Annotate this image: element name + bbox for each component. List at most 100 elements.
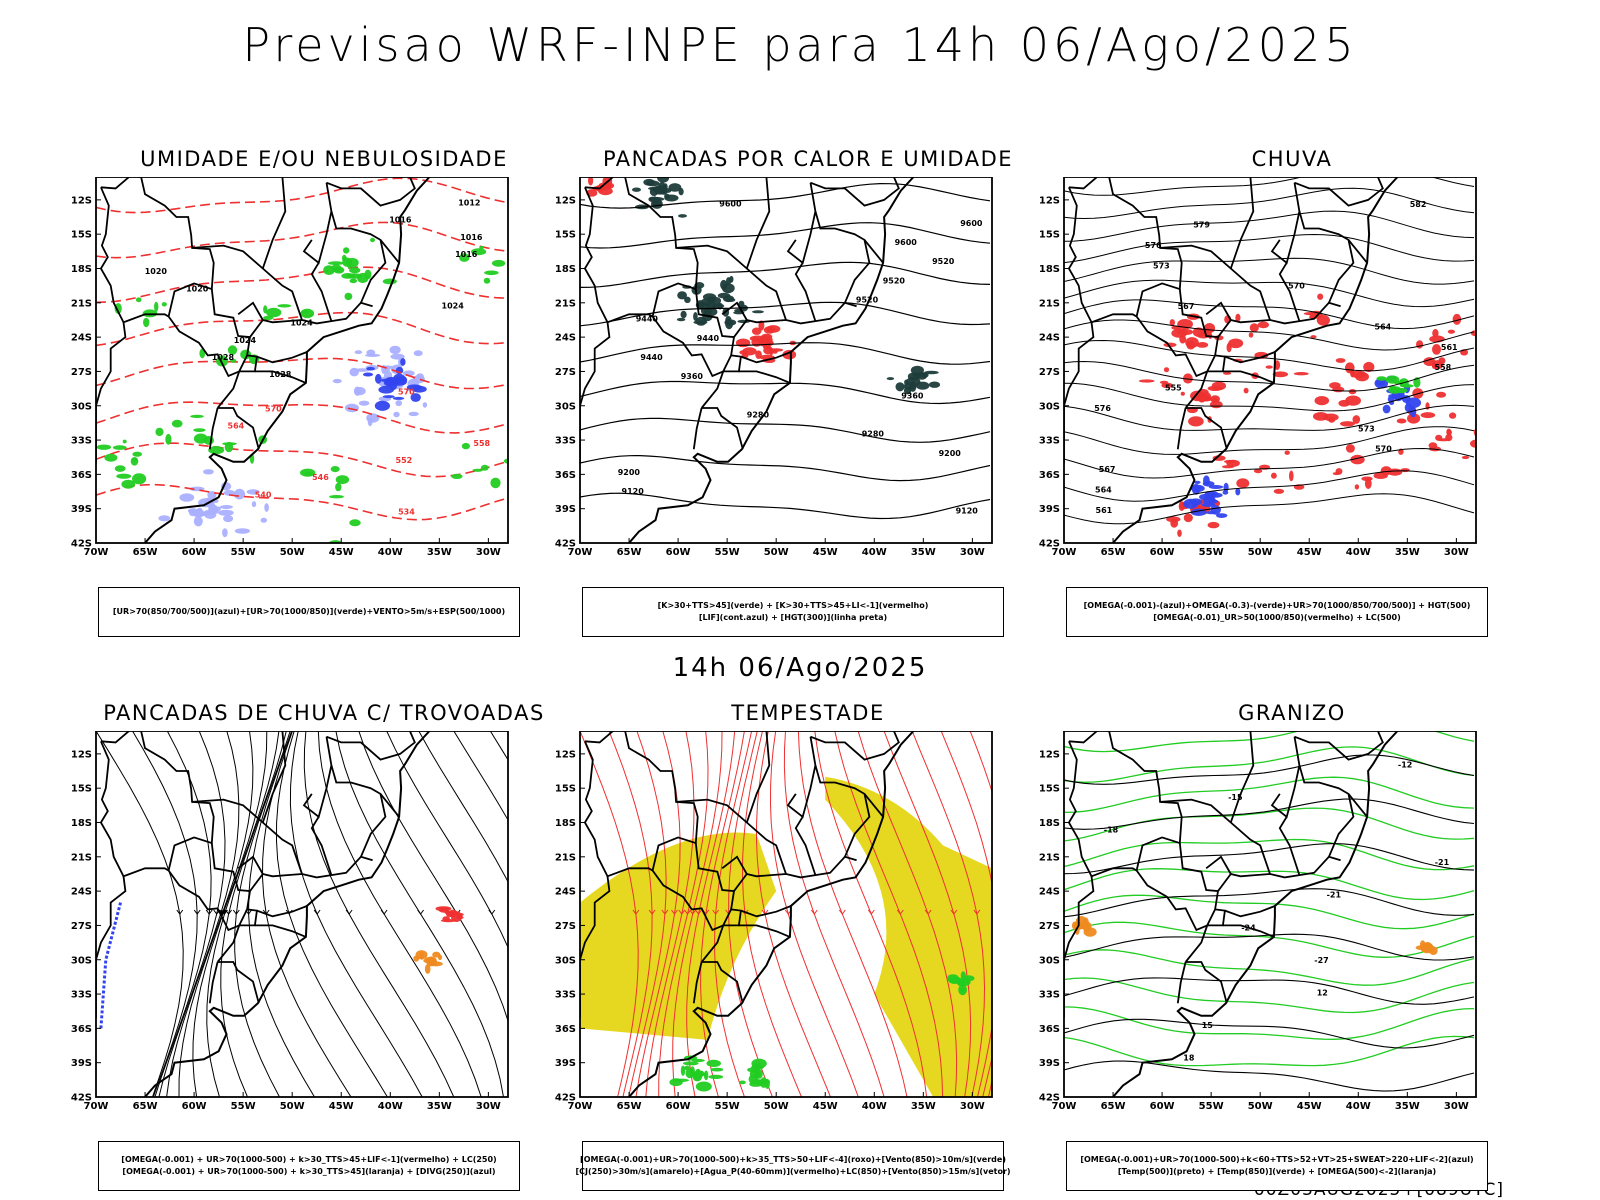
border-line [249,872,303,892]
streamline-arrow [205,909,213,915]
lat-label: 33S [71,436,92,447]
streamline-arrow [924,909,932,915]
lon-label: 35W [911,1101,936,1112]
border-line [1205,301,1232,321]
legend-line: [UR>70(850/700/500)](azul)+[UR>70(1000/8… [112,607,506,616]
height-contour [580,417,991,443]
streamline-arrow [380,909,388,915]
contour-label: -15 [1228,793,1243,802]
rain-area [1183,513,1193,523]
humidity-contour [116,473,132,479]
border-line [1064,322,1095,465]
wind-area [682,1061,699,1066]
panel-title: UMIDADE E/OU NEBULOSIDADE [140,147,508,171]
border-line [1224,351,1276,364]
border-line [1278,262,1301,322]
border-line [208,961,219,1004]
wind-area [958,984,967,996]
panel-title: TEMPESTADE [731,701,885,725]
temperature-contour [1064,949,1475,986]
lon-label: 45W [329,1101,354,1112]
rain-area [1236,478,1250,489]
rain-area [1186,340,1196,350]
border-line [1222,924,1275,938]
humidity-area [366,349,376,356]
lon-label: 55W [231,547,256,558]
humidity-contour [143,317,150,328]
rain-area [1284,450,1290,455]
temperature-contour [1064,977,1475,1014]
border-line [1217,318,1271,338]
lat-label: 33S [555,436,576,447]
panel-chuva: CHUVA 582 579 576 573 570 567 564 561 558 555 576 5… [1032,147,1512,637]
instability-red-area [598,187,613,196]
wind-area [695,1081,712,1092]
lat-label: 36S [71,470,92,481]
border-line [1347,793,1368,818]
height-contour [1064,360,1475,392]
lon-label: 55W [1199,547,1224,558]
humidity-contour [349,519,361,527]
lon-label: 45W [813,547,838,558]
rain-area [1223,482,1229,492]
wind-area [669,1078,683,1087]
rain-area [1226,342,1232,353]
rain-area [1138,379,1155,383]
humidity-area [362,372,374,377]
temperature-contour [1064,894,1475,930]
temperature-contour [1064,776,1475,813]
rain-area [1169,319,1175,326]
lat-label: 21S [71,852,92,863]
humidity-contour [344,292,353,301]
wind-area [694,1068,702,1080]
lon-label: 30W [960,1101,985,1112]
rain-area [1345,444,1355,453]
humidity-contour [190,414,204,418]
contour-label: 564 [1375,322,1392,331]
border-line [733,872,787,892]
instability-area [752,310,764,314]
streamline-arrow [225,909,232,915]
temperature-contour [1064,1006,1475,1040]
thickness-contour [96,221,507,259]
instability-area [703,307,718,317]
humidity-area [354,368,370,372]
legend-box: [UR>70(850/700/500)](azul)+[UR>70(1000/8… [98,587,520,637]
map-content [96,731,508,1097]
rain-area [1289,470,1294,482]
storm-area [442,916,451,922]
border-line [96,322,127,465]
instability-area [657,177,669,183]
rain-area [1196,342,1209,348]
lat-label: 36S [555,470,576,481]
border-line [863,239,884,264]
border-line [1067,731,1183,878]
height-contour [580,492,991,520]
border-line [580,322,611,465]
border-line [721,855,748,875]
instability-area [646,180,660,187]
lat-label: 24S [555,333,576,344]
lat-label: 27S [555,921,576,932]
streamline-arrow [950,909,958,915]
instability-area [711,297,722,305]
legend-line: [Temp(500)](preto) + [Temp(850)](verde) … [1117,1167,1437,1176]
thickness-contour [96,311,507,347]
streamline-arrow [689,909,697,915]
contour-label: 582 [1410,200,1427,209]
streamline [275,731,388,1097]
humidity-contour [479,245,484,250]
lon-label: 35W [1395,547,1420,558]
streamline [289,731,423,1097]
lat-label: 12S [71,195,92,206]
rain-area [1226,459,1240,467]
humidity-contour [490,477,501,489]
rain-area [1293,372,1309,376]
rain-area [1207,521,1220,529]
rain-area [1407,413,1421,424]
border-line [583,731,699,878]
lat-label: 33S [555,990,576,1001]
rain-area [1313,412,1329,421]
border-line [745,177,771,269]
streamline-arrow [973,909,981,915]
